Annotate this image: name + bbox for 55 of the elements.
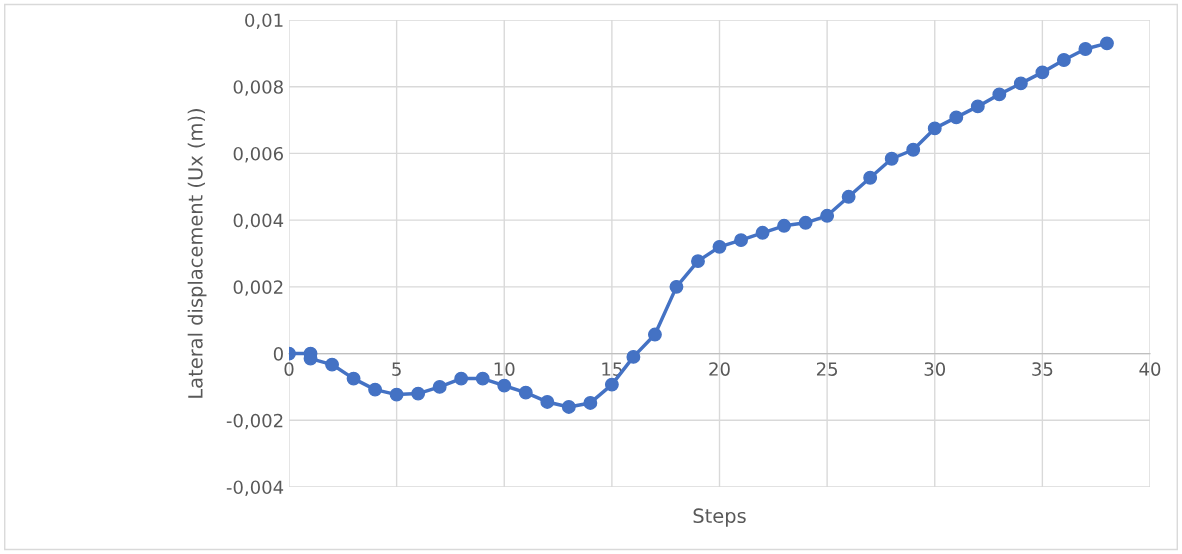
point	[841, 189, 856, 204]
point	[540, 394, 555, 409]
point	[346, 371, 361, 386]
point	[970, 99, 985, 114]
x-tick-label: 25	[816, 362, 838, 376]
point	[927, 121, 942, 136]
point	[798, 215, 813, 230]
point	[884, 151, 899, 166]
point	[949, 110, 964, 125]
point	[626, 349, 641, 364]
point	[1100, 36, 1114, 51]
point	[583, 395, 598, 410]
point	[1013, 76, 1028, 91]
point	[432, 379, 447, 394]
point	[755, 225, 770, 240]
y-tick-label: 0,008	[233, 80, 283, 96]
point	[906, 142, 921, 157]
x-tick-label: 30	[924, 362, 946, 376]
x-tick-label: 20	[709, 362, 730, 376]
point	[863, 170, 878, 185]
point	[325, 357, 339, 372]
y-tick-label: 0,01	[245, 13, 283, 29]
point	[820, 208, 835, 223]
point	[411, 386, 426, 401]
point	[734, 233, 748, 248]
x-tick-label: 5	[392, 362, 401, 376]
point	[389, 387, 404, 402]
point	[454, 371, 469, 386]
y-tick-label: -0,004	[226, 480, 284, 496]
y-tick-label: 0,002	[233, 280, 283, 296]
x-tick-label: 0	[284, 362, 294, 376]
point	[1056, 53, 1071, 67]
point	[518, 385, 533, 400]
y-tick-label: 0	[273, 347, 283, 361]
point	[777, 218, 792, 233]
x-tick-label: 35	[1032, 362, 1053, 376]
y-tick-label: 0,006	[233, 146, 283, 163]
point	[561, 399, 576, 414]
x-tick-label: 10	[494, 362, 515, 376]
point	[1078, 42, 1093, 56]
point	[1035, 65, 1050, 80]
y-tick-label: -0,002	[226, 413, 283, 430]
point	[475, 371, 490, 386]
point	[368, 382, 383, 397]
point	[712, 239, 727, 254]
x-axis-title: Steps	[693, 508, 746, 527]
point	[497, 378, 512, 393]
y-tick-label: 0,004	[233, 213, 284, 230]
x-tick-label: 40	[1139, 362, 1161, 376]
point	[669, 279, 684, 294]
point	[604, 377, 619, 392]
point	[647, 327, 662, 342]
point	[691, 254, 705, 269]
point	[992, 87, 1007, 102]
y-axis-title: Lateral displacement (Ux (m))	[187, 109, 207, 398]
